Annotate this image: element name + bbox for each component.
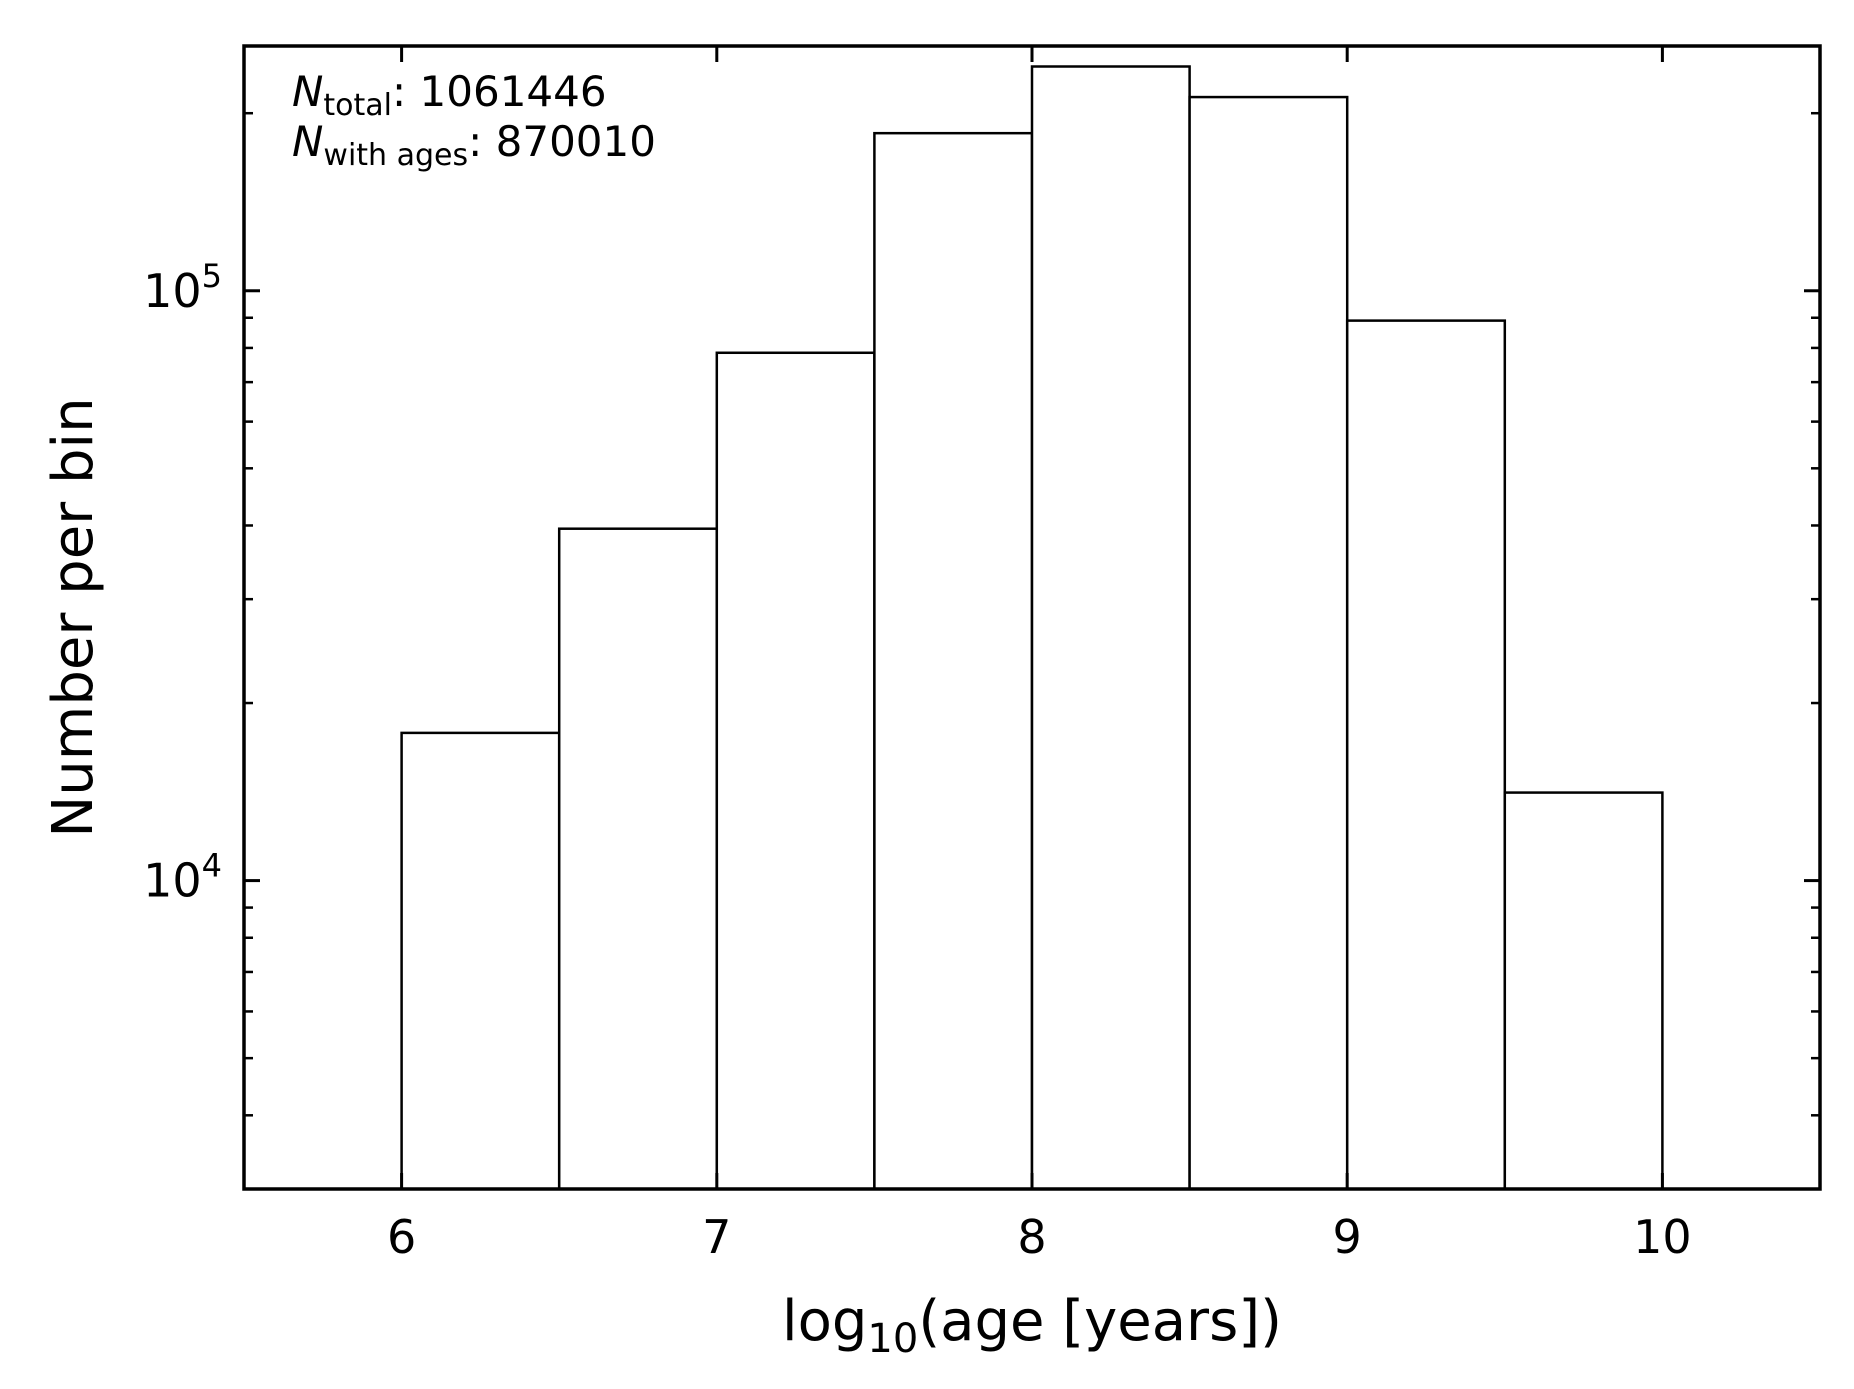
x-tick-label: 9	[1333, 1210, 1362, 1264]
histogram-bar	[1030, 65, 1191, 1191]
histogram-bar	[873, 131, 1034, 1191]
histogram-bar	[1188, 95, 1349, 1191]
histogram-bar	[1503, 791, 1664, 1191]
annotation-total-value: : 1061446	[392, 67, 607, 116]
y-tick-label-exponent: 4	[202, 847, 222, 885]
x-axis-label-sub: 10	[867, 1316, 918, 1362]
histogram-bar	[1345, 319, 1507, 1191]
x-tick-label: 10	[1633, 1210, 1692, 1264]
annotation-with-ages-value: : 870010	[468, 117, 656, 166]
histogram-bar	[557, 527, 719, 1191]
histogram-bar	[715, 351, 876, 1191]
annotation-with-ages-symbol: N	[292, 117, 323, 166]
y-tick-label: 105	[143, 257, 222, 318]
x-axis-label-pre: log	[782, 1289, 867, 1354]
x-tick-label: 6	[387, 1210, 416, 1264]
ticks-group	[244, 46, 1820, 1189]
annotation-total: Ntotal: 1061446	[292, 67, 607, 123]
annotation-total-symbol: N	[292, 67, 323, 116]
x-axis-label: log10(age [years])	[782, 1289, 1282, 1362]
y-tick-label-exponent: 5	[202, 257, 222, 295]
bars-group	[400, 65, 1664, 1191]
y-tick-label-base: 10	[143, 264, 202, 318]
plot-frame	[242, 44, 1822, 1191]
y-axis-label: Number per bin	[41, 397, 106, 837]
annotations-group: Ntotal: 1061446 Nwith ages: 870010	[292, 67, 656, 173]
x-tick-label: 8	[1017, 1210, 1046, 1264]
x-tick-label: 7	[702, 1210, 731, 1264]
y-tick-label-base: 10	[143, 854, 202, 908]
annotation-with-ages: Nwith ages: 870010	[292, 117, 656, 173]
annotation-with-ages-sub: with ages	[323, 138, 468, 173]
histogram-bar	[400, 731, 561, 1191]
annotation-total-sub: total	[323, 88, 392, 123]
y-tick-label: 104	[143, 847, 222, 908]
x-axis-label-post: (age [years])	[918, 1289, 1282, 1354]
